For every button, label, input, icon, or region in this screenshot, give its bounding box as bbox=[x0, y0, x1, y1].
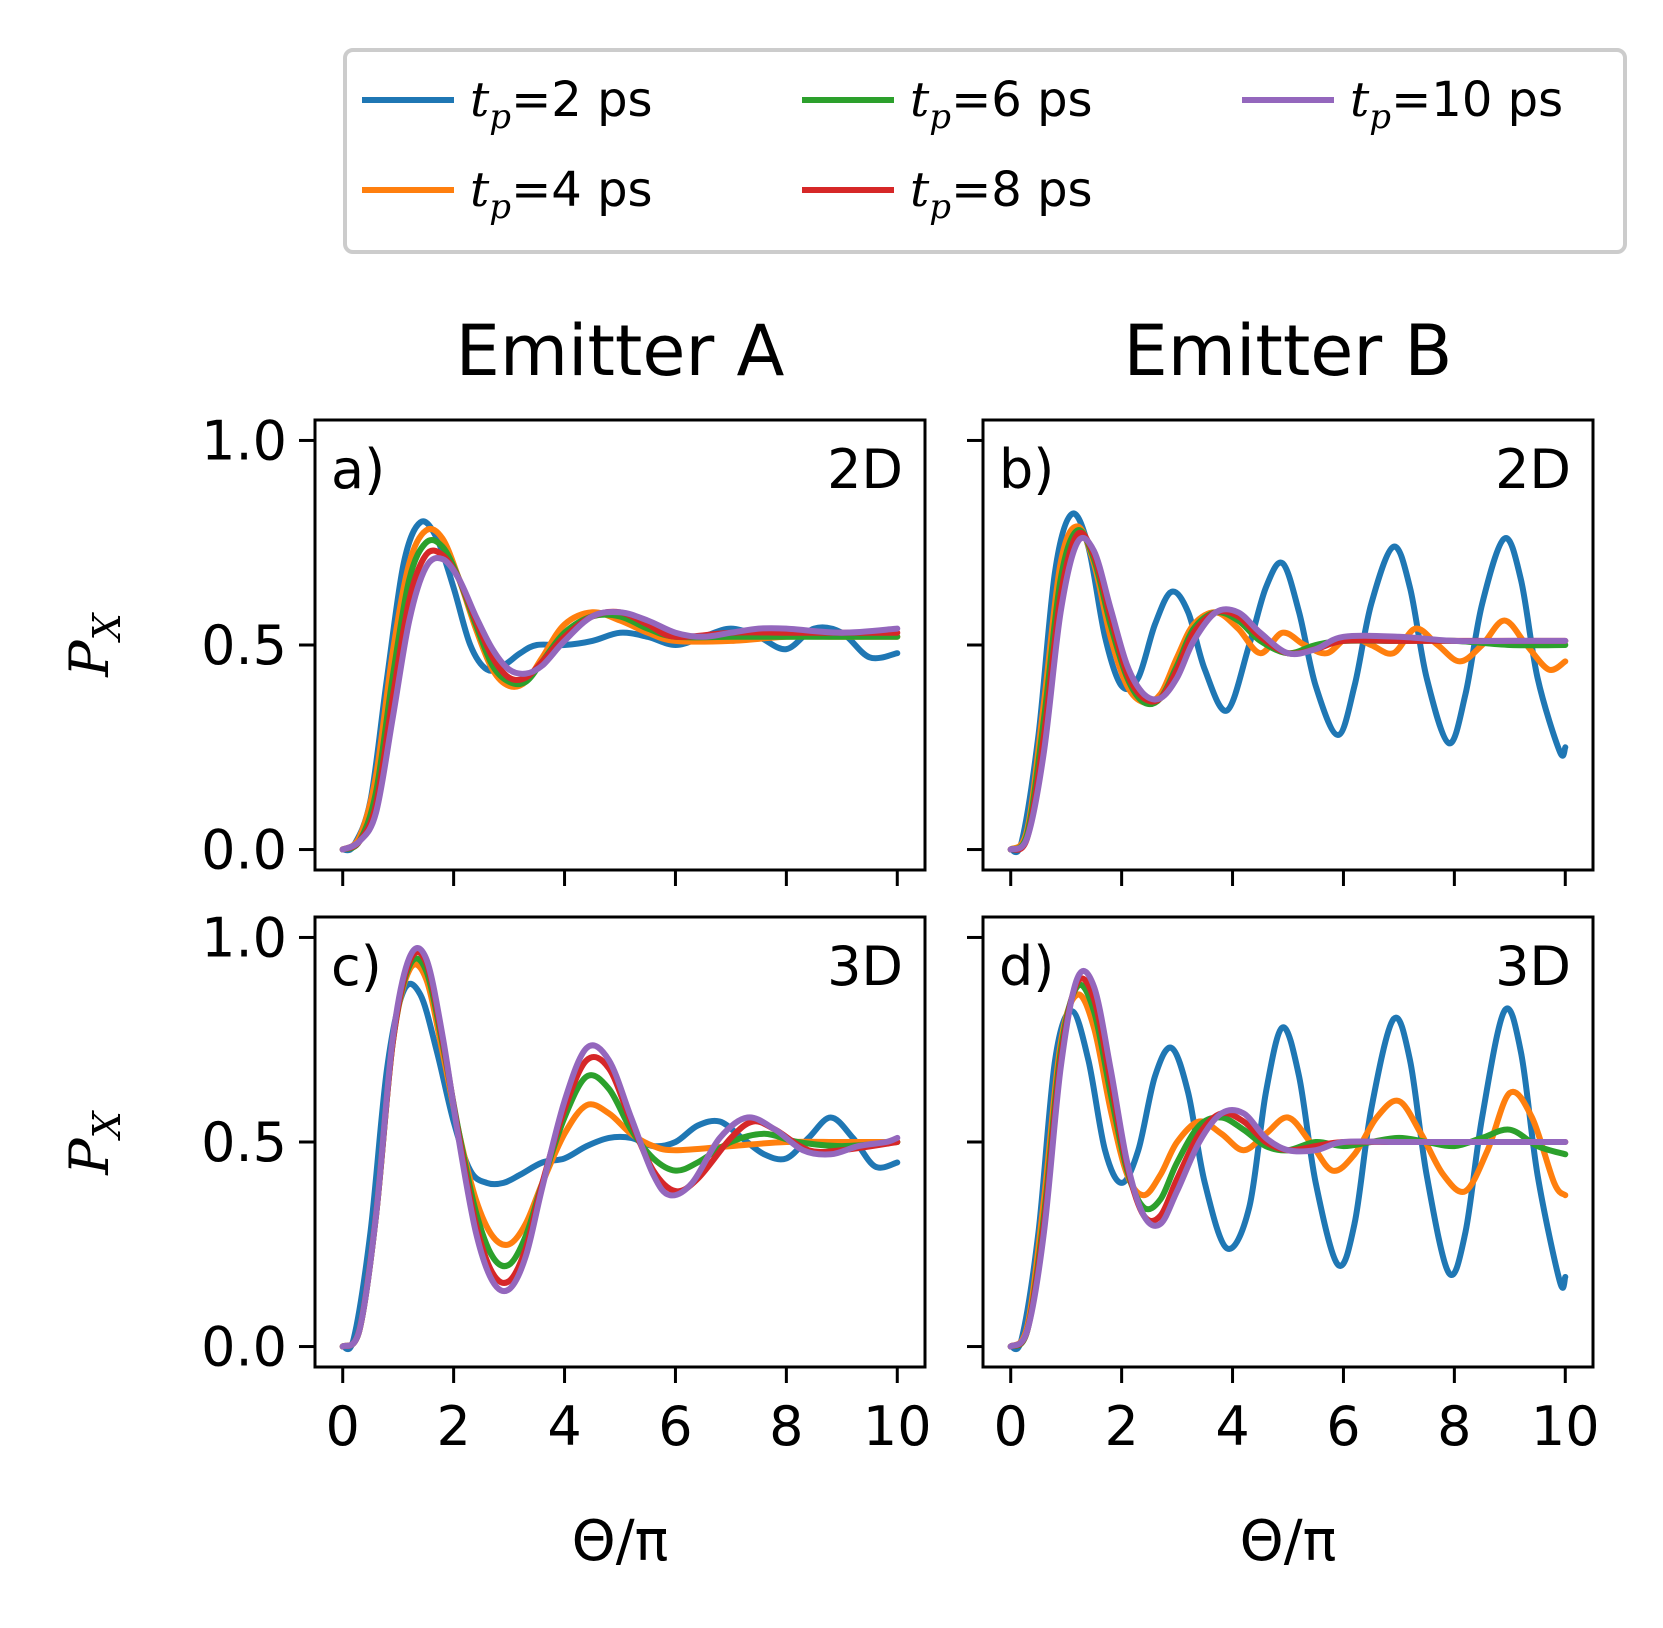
panel-c: 0.0 0.5 1.0 0 2 4 6 8 10 c) 3D bbox=[201, 906, 932, 1458]
panel-label: d) bbox=[999, 935, 1054, 998]
series-line bbox=[339, 537, 901, 853]
column-titles: Emitter A Emitter B bbox=[456, 310, 1453, 392]
y-tick-label: 0.0 bbox=[201, 819, 287, 882]
y-axis-label: PX bbox=[58, 611, 129, 677]
axis-labels: PX PX Θ/π Θ/π bbox=[58, 611, 1336, 1574]
corner-label: 2D bbox=[1495, 438, 1571, 501]
legend-label: tp=2 ps bbox=[470, 72, 653, 137]
x-tick-label: 2 bbox=[436, 1395, 470, 1458]
y-tick-label: 1.0 bbox=[201, 409, 287, 472]
y-tick-label: 1.0 bbox=[201, 906, 287, 969]
series-line bbox=[1007, 523, 1569, 853]
y-tick-label: 0.5 bbox=[201, 614, 287, 677]
x-tick-label: 0 bbox=[326, 1395, 360, 1458]
y-axis-label: PX bbox=[58, 1109, 129, 1175]
x-tick-label: 4 bbox=[1215, 1395, 1249, 1458]
corner-label: 3D bbox=[827, 935, 903, 998]
series-line bbox=[339, 980, 901, 1353]
x-tick-label: 2 bbox=[1104, 1395, 1138, 1458]
x-tick-label: 8 bbox=[1437, 1395, 1471, 1458]
legend-label: tp=8 ps bbox=[910, 162, 1093, 227]
x-tick-label: 0 bbox=[994, 1395, 1028, 1458]
column-title: Emitter A bbox=[456, 310, 785, 392]
x-tick-label: 10 bbox=[1531, 1395, 1600, 1458]
series-lines bbox=[1007, 510, 1569, 856]
y-tick-label: 0.5 bbox=[201, 1111, 287, 1174]
panels: 0.0 0.5 1.0 a) 2D b) 2D 0.0 0.5 1.0 0 2 4 6 8 10 c) 3D 0 2 4… bbox=[201, 409, 1600, 1458]
series-line bbox=[339, 555, 901, 853]
corner-label: 3D bbox=[1495, 935, 1571, 998]
x-tick-label: 4 bbox=[547, 1395, 581, 1458]
x-tick-label: 6 bbox=[1326, 1395, 1360, 1458]
panel-label: a) bbox=[331, 438, 385, 501]
series-line bbox=[339, 547, 901, 853]
panel-label: b) bbox=[999, 438, 1054, 501]
column-title: Emitter B bbox=[1124, 310, 1453, 392]
legend: tp=2 ps tp=4 ps tp=6 ps tp=8 ps tp=10 ps bbox=[343, 48, 1627, 254]
series-lines bbox=[339, 518, 901, 854]
series-lines bbox=[339, 945, 901, 1353]
series-line bbox=[339, 525, 901, 853]
legend-label: tp=10 ps bbox=[1350, 72, 1563, 137]
x-tick-label: 8 bbox=[769, 1395, 803, 1458]
y-tick-label: 0.0 bbox=[201, 1316, 287, 1379]
x-tick-label: 6 bbox=[658, 1395, 692, 1458]
legend-label: tp=6 ps bbox=[910, 72, 1093, 137]
x-axis-label: Θ/π bbox=[572, 1509, 669, 1574]
series-lines bbox=[1007, 967, 1569, 1353]
panel-a: 0.0 0.5 1.0 a) 2D bbox=[201, 409, 927, 886]
x-tick-label: 10 bbox=[863, 1395, 932, 1458]
legend-label: tp=4 ps bbox=[470, 162, 653, 227]
series-line bbox=[1007, 967, 1569, 1350]
x-axis-label: Θ/π bbox=[1240, 1509, 1337, 1574]
series-line bbox=[1007, 1005, 1569, 1353]
series-line bbox=[339, 945, 901, 1350]
series-line bbox=[1007, 534, 1569, 853]
panel-label: c) bbox=[331, 935, 382, 998]
corner-label: 2D bbox=[827, 438, 903, 501]
series-line bbox=[339, 518, 901, 854]
series-line bbox=[1007, 991, 1569, 1350]
panel-b: b) 2D bbox=[967, 418, 1595, 886]
panel-d: 0 2 4 6 8 10 d) 3D bbox=[967, 915, 1600, 1458]
